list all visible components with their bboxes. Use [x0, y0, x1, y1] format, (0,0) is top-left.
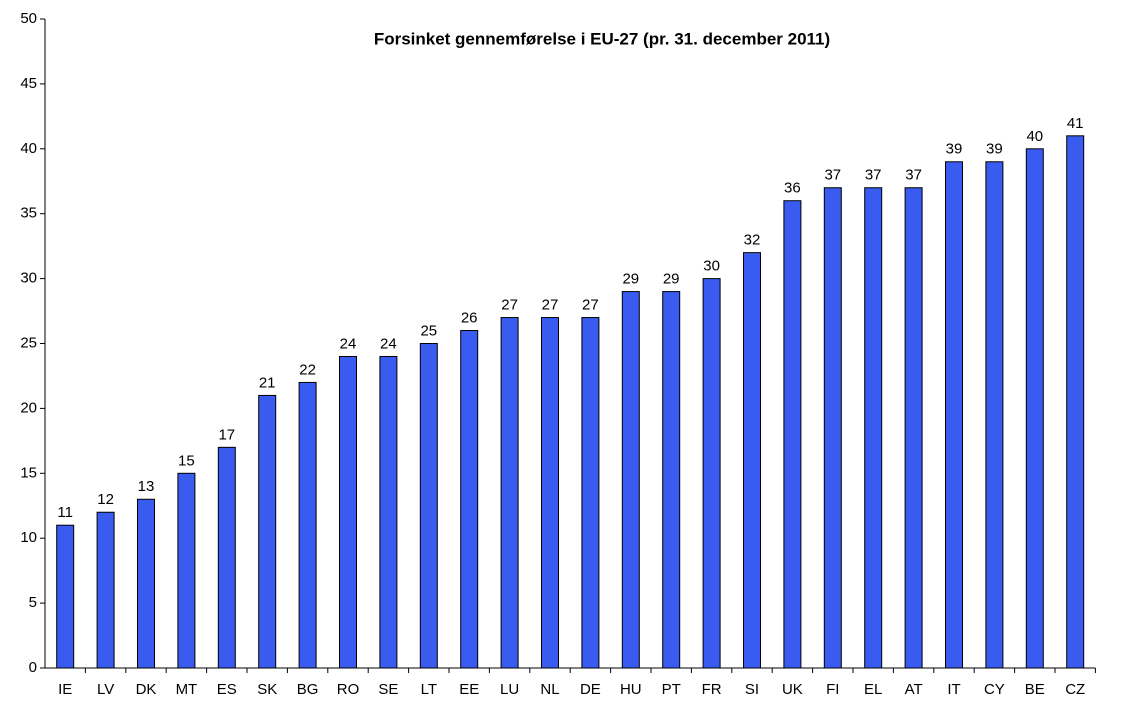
bar — [217, 446, 236, 669]
bar — [339, 355, 357, 669]
data-label: 39 — [946, 141, 963, 158]
data-label: 12 — [97, 491, 114, 508]
bar — [702, 278, 721, 669]
bar — [177, 472, 196, 669]
x-tick-label: LU — [500, 681, 519, 698]
data-label: 17 — [218, 426, 235, 443]
x-tick-label: DK — [136, 681, 157, 698]
data-label: 29 — [622, 271, 639, 288]
y-tick-label: 30 — [20, 270, 37, 287]
data-label: 24 — [380, 335, 397, 352]
bar — [823, 187, 842, 669]
data-label: 32 — [744, 232, 761, 249]
bar — [1025, 148, 1044, 669]
data-label: 27 — [542, 297, 559, 314]
data-label: 26 — [461, 309, 478, 326]
bar — [581, 317, 600, 669]
x-tick-label: UK — [782, 681, 803, 698]
x-tick-label: DE — [580, 681, 601, 698]
x-tick-label: LT — [421, 681, 437, 698]
x-tick-label: SE — [378, 681, 398, 698]
data-label: 15 — [178, 452, 195, 469]
y-tick-label: 10 — [20, 529, 37, 546]
data-label: 21 — [259, 374, 276, 391]
data-label: 13 — [138, 478, 155, 495]
x-tick-label: IE — [58, 681, 72, 698]
x-tick-label: CZ — [1065, 681, 1085, 698]
y-tick-label: 40 — [20, 140, 37, 157]
data-label: 30 — [703, 258, 720, 275]
x-tick-label: PT — [662, 681, 681, 698]
y-tick-label: 20 — [20, 399, 37, 416]
bar — [541, 317, 559, 669]
x-tick-label: IT — [947, 681, 960, 698]
bar — [258, 394, 277, 669]
x-tick-label: AT — [905, 681, 923, 698]
data-label: 37 — [865, 167, 882, 184]
bar — [662, 291, 681, 669]
bar — [379, 355, 398, 669]
x-tick-label: BG — [297, 681, 319, 698]
x-tick-label: EE — [459, 681, 479, 698]
bar — [743, 252, 761, 669]
bar — [985, 161, 1004, 669]
data-label: 39 — [986, 141, 1003, 158]
data-label: 27 — [582, 297, 599, 314]
bar — [864, 187, 883, 669]
bar — [96, 511, 115, 669]
y-tick-label: 25 — [20, 334, 37, 351]
x-tick-label: MT — [176, 681, 198, 698]
y-tick-label: 50 — [20, 10, 37, 27]
x-tick-label: SI — [745, 681, 759, 698]
y-tick-label: 5 — [29, 594, 37, 611]
bar — [500, 317, 519, 669]
x-tick-label: FR — [702, 681, 722, 698]
chart-title: Forsinket gennemførelse i EU-27 (pr. 31.… — [374, 29, 830, 48]
y-tick-label: 45 — [20, 75, 37, 92]
x-tick-label: RO — [337, 681, 360, 698]
data-label: 11 — [57, 504, 73, 521]
bar — [1066, 135, 1085, 669]
data-label: 36 — [784, 180, 801, 197]
x-tick-label: HU — [620, 681, 642, 698]
y-tick-label: 15 — [20, 464, 37, 481]
data-label: 22 — [299, 361, 316, 378]
data-label: 37 — [905, 167, 922, 184]
bar — [137, 498, 155, 669]
data-label: 37 — [824, 167, 841, 184]
bar — [904, 187, 923, 669]
x-tick-label: NL — [540, 681, 559, 698]
x-tick-label: BE — [1025, 681, 1045, 698]
bar — [945, 161, 963, 669]
data-label: 24 — [340, 335, 357, 352]
x-tick-label: LV — [97, 681, 114, 698]
bar — [460, 330, 479, 669]
bar — [419, 343, 438, 669]
x-tick-label: CY — [984, 681, 1005, 698]
x-tick-label: EL — [864, 681, 882, 698]
x-tick-label: ES — [217, 681, 237, 698]
data-label: 27 — [501, 297, 518, 314]
data-label: 40 — [1026, 128, 1043, 145]
y-tick-label: 0 — [29, 659, 37, 676]
data-label: 41 — [1067, 115, 1084, 132]
x-tick-label: FI — [826, 681, 839, 698]
bar — [621, 291, 640, 669]
x-tick-label: SK — [257, 681, 277, 698]
data-label: 25 — [420, 322, 437, 339]
bar — [298, 381, 317, 669]
bar — [783, 200, 802, 669]
y-tick-label: 35 — [20, 205, 37, 222]
data-label: 29 — [663, 271, 680, 288]
bar — [56, 524, 75, 669]
